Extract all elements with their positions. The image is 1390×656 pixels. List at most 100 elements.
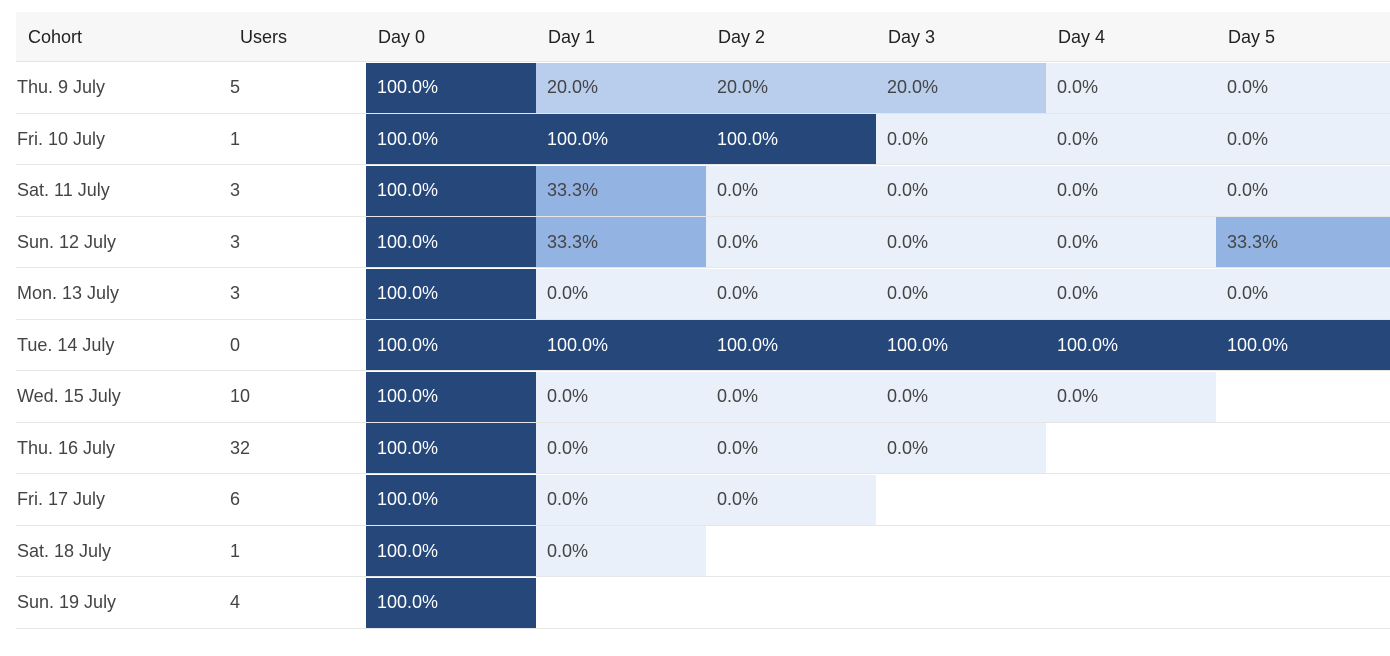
retention-cell xyxy=(536,320,706,370)
retention-value: 0.0% xyxy=(717,489,759,509)
user-count: 5 xyxy=(230,77,241,97)
retention-value: 100.0% xyxy=(377,334,439,355)
retention-cell xyxy=(536,217,706,267)
retention-value: 100.0% xyxy=(377,540,439,561)
row-divider xyxy=(16,576,1390,577)
retention-value: 0.0% xyxy=(547,283,589,303)
retention-value: 0.0% xyxy=(887,437,929,458)
cohort-label: Sat. 11 July xyxy=(17,180,110,200)
cohort-label: Sat. 18 July xyxy=(17,540,112,561)
retention-cell xyxy=(706,217,876,267)
row-divider xyxy=(16,421,1390,423)
retention-value: 0.0% xyxy=(887,231,929,252)
row-divider xyxy=(16,524,1390,526)
retention-cell xyxy=(366,114,536,164)
column-header: Day 2 xyxy=(718,27,766,47)
column-header: Day 3 xyxy=(888,27,936,47)
cohort-label: Sun. 19 July xyxy=(17,592,117,612)
retention-value: 100.0% xyxy=(377,592,439,612)
user-count: 3 xyxy=(230,283,241,303)
retention-value: 0.0% xyxy=(547,489,589,509)
retention-value: 0.0% xyxy=(717,231,759,252)
retention-value: 20.0% xyxy=(547,77,599,97)
retention-value: 0.0% xyxy=(717,180,759,200)
header-row xyxy=(16,12,1390,62)
cohort-label: Wed. 15 July xyxy=(17,386,121,406)
retention-cell xyxy=(366,62,536,113)
retention-value: 0.0% xyxy=(1227,128,1269,149)
retention-value: 0.0% xyxy=(1227,180,1269,200)
retention-value: 20.0% xyxy=(887,77,939,97)
retention-cell xyxy=(536,165,706,216)
retention-cell xyxy=(536,423,706,473)
retention-value: 100.0% xyxy=(1057,334,1119,355)
retention-value: 0.0% xyxy=(1057,77,1099,97)
retention-value: 33.3% xyxy=(547,231,599,252)
retention-cell xyxy=(1046,217,1216,267)
retention-value: 0.0% xyxy=(547,540,589,561)
user-count: 32 xyxy=(230,437,251,458)
retention-cell xyxy=(366,268,536,319)
retention-value: 0.0% xyxy=(1057,386,1099,406)
retention-cell xyxy=(366,320,536,370)
row-divider xyxy=(16,370,1390,371)
row-divider xyxy=(16,473,1390,474)
retention-value: 0.0% xyxy=(547,386,589,406)
column-header: Day 0 xyxy=(378,27,426,47)
retention-value: 0.0% xyxy=(887,283,929,303)
retention-cell xyxy=(536,268,706,319)
retention-cell xyxy=(876,165,1046,216)
retention-value: 0.0% xyxy=(1057,283,1099,303)
cohort-label: Tue. 14 July xyxy=(17,334,115,355)
retention-value: 100.0% xyxy=(377,437,439,458)
retention-cell xyxy=(706,114,876,164)
row-divider xyxy=(16,112,1390,114)
retention-value: 33.3% xyxy=(1227,231,1279,252)
retention-value: 20.0% xyxy=(717,77,769,97)
user-count: 3 xyxy=(230,231,241,252)
cohort-label: Fri. 17 July xyxy=(17,489,106,509)
user-count: 1 xyxy=(230,128,241,149)
column-header: Day 4 xyxy=(1058,27,1106,47)
retention-cell xyxy=(366,474,536,525)
retention-cell xyxy=(536,371,706,422)
retention-value: 0.0% xyxy=(717,437,759,458)
retention-cell xyxy=(1046,371,1216,422)
retention-cell xyxy=(1046,165,1216,216)
retention-value: 100.0% xyxy=(547,128,609,149)
retention-cell xyxy=(366,371,536,422)
retention-cell xyxy=(876,268,1046,319)
retention-value: 100.0% xyxy=(377,489,439,509)
retention-value: 0.0% xyxy=(1057,128,1099,149)
retention-cell xyxy=(1046,114,1216,164)
retention-value: 100.0% xyxy=(377,231,439,252)
retention-cell xyxy=(1216,320,1390,370)
cohort-label: Fri. 10 July xyxy=(17,128,106,149)
retention-cell xyxy=(706,268,876,319)
cohort-label: Thu. 9 July xyxy=(17,77,106,97)
user-count: 4 xyxy=(230,592,241,612)
row-divider xyxy=(16,164,1390,165)
retention-cell xyxy=(876,371,1046,422)
column-header: Day 1 xyxy=(548,27,596,47)
cohort-label: Thu. 16 July xyxy=(17,437,116,458)
user-count: 6 xyxy=(230,489,241,509)
retention-cell xyxy=(366,526,536,576)
retention-value: 0.0% xyxy=(1057,180,1099,200)
retention-cell xyxy=(706,423,876,473)
column-header: Users xyxy=(240,27,288,47)
retention-cell xyxy=(1216,165,1390,216)
retention-value: 100.0% xyxy=(377,128,439,149)
retention-value: 100.0% xyxy=(377,77,439,97)
retention-cell xyxy=(1046,320,1216,370)
retention-cell xyxy=(1216,268,1390,319)
retention-cell xyxy=(876,62,1046,113)
retention-cell xyxy=(536,62,706,113)
retention-cell xyxy=(366,217,536,267)
retention-cell xyxy=(1216,62,1390,113)
retention-cell xyxy=(706,320,876,370)
user-count: 1 xyxy=(230,540,241,561)
retention-value: 100.0% xyxy=(547,334,609,355)
retention-value: 33.3% xyxy=(547,180,599,200)
